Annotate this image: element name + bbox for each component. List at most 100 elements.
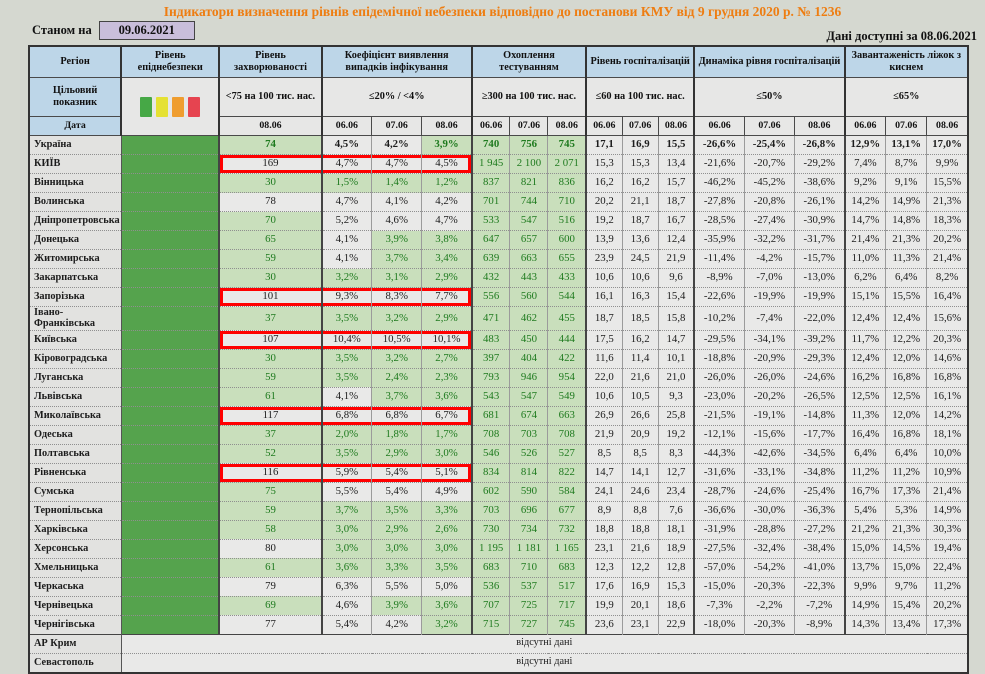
oxygen-bed-occupancy-cell: 21,2%	[843, 520, 887, 540]
epidemic-level-cell	[121, 173, 220, 193]
hospitalization-dynamics-cell: -14,8%	[794, 406, 846, 426]
target-value-cell: ≤65%	[843, 77, 969, 117]
epidemic-level-cell	[121, 520, 220, 540]
hospitalization-dynamics-cell: -20,7%	[744, 154, 795, 174]
hospitalization-level-cell: 21,0	[658, 368, 695, 388]
hospitalization-level-cell: 16,9	[622, 135, 659, 155]
target-legend	[123, 79, 217, 134]
table-row: Миколаївська 117 6,8% 6,8% 6,7% 681 674 663 26,9…	[29, 406, 969, 426]
hospitalization-level-cell: 18,6	[658, 596, 695, 616]
date-header-cell: 08.06	[218, 116, 323, 136]
oxygen-bed-occupancy-cell: 16,8%	[926, 368, 969, 388]
table-row: Київська 107 10,4% 10,5% 10,1% 483 450 444 17,5 1…	[29, 330, 969, 350]
hospitalization-level-cell: 10,6	[622, 268, 659, 288]
hospitalization-level-cell: 10,1	[658, 349, 695, 369]
hospitalization-level-cell: 13,6	[622, 230, 659, 250]
hospitalization-level-cell: 23,1	[622, 615, 659, 635]
epidemic-level-cell	[121, 268, 220, 288]
oxygen-bed-occupancy-cell: 13,4%	[885, 615, 928, 635]
hospitalization-dynamics-cell: -20,8%	[744, 192, 795, 212]
detection-rate-cell: 3,4%	[421, 249, 473, 269]
hospitalization-dynamics-cell: -35,9%	[693, 230, 745, 250]
oxygen-bed-occupancy-cell: 16,2%	[843, 368, 887, 388]
region-name-cell: Донецька	[29, 230, 122, 250]
hospitalization-dynamics-cell: -21,5%	[693, 406, 745, 426]
oxygen-bed-occupancy-cell: 11,2%	[926, 577, 969, 597]
hospitalization-dynamics-cell: -26,8%	[794, 135, 846, 155]
date-header-cell: 08.06	[926, 116, 969, 136]
hospitalization-dynamics-cell: -34,1%	[744, 330, 795, 350]
hospitalization-dynamics-cell: -2,2%	[744, 596, 795, 616]
region-name-cell: Севастополь	[29, 653, 122, 674]
hospitalization-dynamics-cell: -11,4%	[693, 249, 745, 269]
hospitalization-level-cell: 20,9	[622, 425, 659, 445]
oxygen-bed-occupancy-cell: 21,4%	[843, 230, 887, 250]
detection-rate-cell: 3,5%	[320, 349, 373, 369]
hospitalization-dynamics-cell: -29,2%	[794, 154, 846, 174]
testing-coverage-cell: 584	[547, 482, 587, 502]
testing-coverage-cell: 657	[509, 230, 549, 250]
detection-rate-cell: 2,9%	[421, 268, 473, 288]
detection-rate-cell: 3,6%	[320, 558, 373, 578]
incidence-cell: 59	[218, 501, 323, 521]
testing-coverage-cell: 710	[509, 558, 549, 578]
oxygen-bed-occupancy-cell: 6,4%	[885, 444, 928, 464]
oxygen-bed-occupancy-cell: 12,5%	[885, 387, 928, 407]
detection-rate-cell: 3,2%	[421, 615, 473, 635]
incidence-cell: 37	[218, 425, 323, 445]
detection-rate-cell: 2,6%	[421, 520, 473, 540]
detection-rate-cell: 3,5%	[320, 368, 373, 388]
detection-rate-cell: 4,7%	[371, 154, 423, 174]
hospitalization-level-cell: 23,1	[585, 539, 623, 559]
detection-rate-cell: 4,7%	[320, 192, 373, 212]
hospitalization-dynamics-cell: -29,3%	[794, 349, 846, 369]
hospitalization-level-cell: 22,9	[658, 615, 695, 635]
oxygen-bed-occupancy-cell: 12,0%	[885, 406, 928, 426]
oxygen-bed-occupancy-cell: 9,1%	[885, 173, 928, 193]
incidence-cell: 61	[218, 387, 323, 407]
region-name-cell: Чернігівська	[29, 615, 122, 635]
column-header-group: Рівень госпіталізацій	[585, 45, 695, 78]
testing-coverage-cell: 1 181	[509, 539, 549, 559]
testing-coverage-cell: 734	[509, 520, 549, 540]
date-header-cell: 08.06	[793, 116, 846, 136]
region-name-cell: Волинська	[29, 192, 122, 212]
detection-rate-cell: 3,6%	[421, 596, 473, 616]
region-name-cell: КИЇВ	[29, 154, 122, 174]
hospitalization-dynamics-cell: -26,0%	[693, 368, 745, 388]
oxygen-bed-occupancy-cell: 12,0%	[885, 349, 928, 369]
testing-coverage-cell: 701	[470, 192, 511, 212]
epidemic-level-cell	[121, 406, 220, 426]
hospitalization-level-cell: 21,1	[622, 192, 659, 212]
epidemic-level-cell	[121, 501, 220, 521]
testing-coverage-cell: 471	[470, 306, 511, 331]
hospitalization-level-cell: 8,5	[585, 444, 623, 464]
oxygen-bed-occupancy-cell: 20,2%	[926, 596, 969, 616]
epidemic-level-cell	[121, 192, 220, 212]
hospitalization-level-cell: 16,3	[622, 287, 659, 307]
hospitalization-level-cell: 13,4	[658, 154, 695, 174]
oxygen-bed-occupancy-cell: 12,4%	[843, 349, 887, 369]
region-name-cell: Івано-Франківська	[29, 306, 122, 331]
oxygen-bed-occupancy-cell: 9,9%	[843, 577, 887, 597]
hospitalization-level-cell: 18,7	[658, 192, 695, 212]
detection-rate-cell: 4,1%	[320, 387, 373, 407]
hospitalization-level-cell: 8,3	[658, 444, 695, 464]
date-header-cell: 08.06	[657, 116, 695, 136]
region-name-cell: Вінницька	[29, 173, 122, 193]
detection-rate-cell: 3,0%	[320, 520, 373, 540]
testing-coverage-cell: 483	[470, 330, 511, 350]
column-header-region: Регіон	[28, 45, 122, 78]
hospitalization-level-cell: 26,9	[585, 406, 623, 426]
testing-coverage-cell: 708	[547, 425, 587, 445]
table-row: Житомирська 59 4,1% 3,7% 3,4% 639 663 655 23,9 24…	[29, 249, 969, 269]
oxygen-bed-occupancy-cell: 18,1%	[926, 425, 969, 445]
hospitalization-level-cell: 10,6	[585, 387, 623, 407]
testing-coverage-cell: 683	[547, 558, 587, 578]
oxygen-bed-occupancy-cell: 11,3%	[885, 249, 928, 269]
date-header-cell: 07.06	[743, 116, 795, 136]
testing-coverage-cell: 404	[509, 349, 549, 369]
detection-rate-cell: 4,7%	[421, 211, 473, 231]
hospitalization-level-cell: 10,5	[622, 387, 659, 407]
oxygen-bed-occupancy-cell: 21,3%	[926, 192, 969, 212]
